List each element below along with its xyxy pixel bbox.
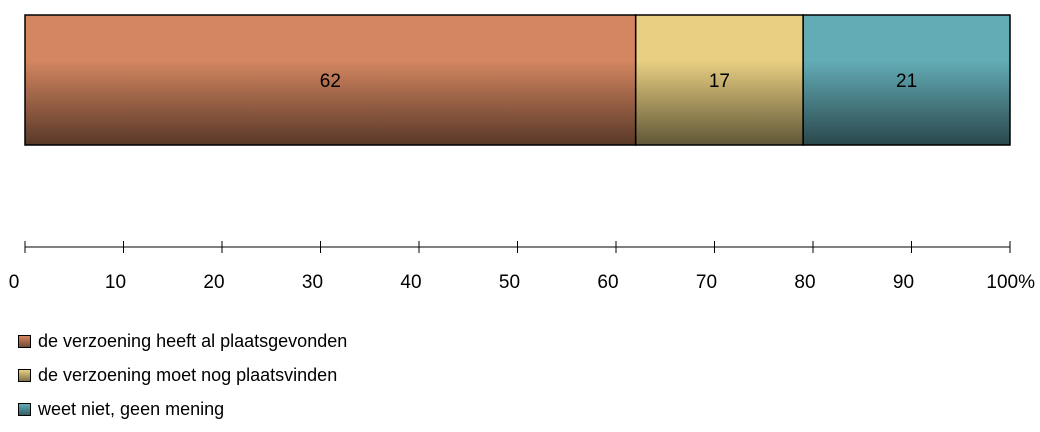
- bar-segment-1: [634, 14, 804, 146]
- legend-item-dont-know: weet niet, geen mening: [18, 398, 347, 420]
- x-axis: 0 10 20 30 40 50 60 70 80 90 100%: [9, 241, 1035, 293]
- x-tick-label: 80: [794, 272, 815, 293]
- legend-label: de verzoening heeft al plaatsgevonden: [38, 330, 348, 351]
- x-tick-label: 50: [499, 272, 520, 293]
- bar-data-label: 62: [320, 71, 341, 92]
- x-tick-label: 70: [696, 272, 717, 293]
- legend-swatch-icon: [18, 334, 31, 348]
- bar-data-labels: 62 17 21: [320, 71, 917, 92]
- legend-swatch-icon: [18, 402, 31, 416]
- x-tick-label: 0: [9, 272, 20, 293]
- x-tick-label: 20: [203, 272, 224, 293]
- x-tick-label: 40: [400, 272, 421, 293]
- legend: de verzoening heeft al plaatsgevonden de…: [18, 330, 347, 432]
- bar-segment-0: [24, 14, 637, 146]
- legend-item-reconciled: de verzoening heeft al plaatsgevonden: [18, 330, 347, 352]
- bar-segment-2: [802, 14, 1011, 146]
- x-tick-label: 90: [893, 272, 914, 293]
- legend-item-still-to-happen: de verzoening moet nog plaatsvinden: [18, 364, 347, 386]
- bar-data-label: 17: [709, 71, 730, 92]
- x-tick-label: 30: [302, 272, 323, 293]
- x-tick-label: 100%: [986, 272, 1035, 293]
- bar-segments: [24, 14, 1011, 146]
- x-tick-label: 10: [105, 272, 126, 293]
- legend-label: weet niet, geen mening: [38, 398, 225, 419]
- x-tick-label: 60: [597, 272, 618, 293]
- legend-label: de verzoening moet nog plaatsvinden: [38, 364, 338, 385]
- legend-swatch-icon: [18, 368, 31, 382]
- bar-data-label: 21: [896, 71, 917, 92]
